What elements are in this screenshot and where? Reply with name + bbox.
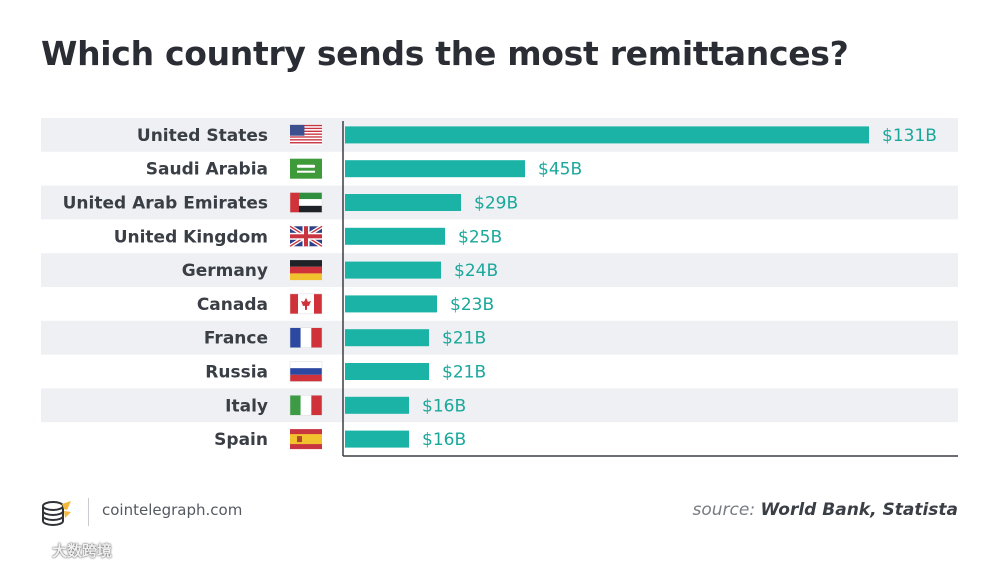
value-label: $45B: [538, 160, 582, 180]
chart-title: Which country sends the most remittances…: [41, 34, 849, 73]
value-label: $21B: [442, 329, 486, 349]
flags: [288, 124, 324, 450]
bar[interactable]: [345, 430, 409, 448]
value-label: $24B: [454, 261, 498, 281]
value-label: $29B: [474, 194, 518, 214]
germany-flag-icon: [290, 260, 322, 281]
footer-separator: [88, 498, 89, 526]
category-label: United Arab Emirates: [63, 194, 268, 214]
bars: [345, 126, 869, 448]
category-label: United States: [137, 126, 268, 146]
bar[interactable]: [345, 363, 429, 380]
value-label: $23B: [450, 295, 494, 315]
us-flag-icon: [290, 124, 322, 145]
category-label: Italy: [225, 396, 268, 416]
value-label: $25B: [458, 227, 502, 247]
bar[interactable]: [345, 227, 445, 245]
value-label: $16B: [422, 430, 466, 450]
source-prefix: source:: [692, 500, 756, 520]
category-label: Canada: [197, 295, 268, 315]
row-stripe: [41, 185, 958, 220]
category-label: France: [204, 329, 268, 349]
source-note: source: World Bank, Statista: [693, 500, 959, 520]
bar[interactable]: [345, 126, 869, 144]
watermark: 大数跨境: [8, 538, 112, 562]
bar[interactable]: [345, 396, 409, 414]
russia-flag-icon: [289, 361, 323, 382]
saudi-arabia-flag-icon: [290, 158, 322, 179]
value-labels: $131B $45B $29B $25B $24B $23B $21B $21B $16B $16…: [422, 126, 937, 450]
row-stripe: [41, 253, 958, 287]
bar[interactable]: [345, 160, 525, 178]
cointelegraph-logo-icon: [40, 498, 74, 532]
row-stripe: [41, 320, 958, 355]
value-label: $131B: [882, 126, 937, 146]
watermark-logo-icon: [8, 538, 48, 562]
bar[interactable]: [345, 194, 461, 211]
bar[interactable]: [345, 295, 437, 313]
canada-flag-icon: [289, 293, 323, 315]
watermark-text: 大数跨境: [52, 541, 113, 560]
uk-flag-icon: [288, 224, 324, 248]
value-label: $21B: [442, 363, 486, 383]
spain-flag-icon: [290, 429, 322, 450]
uae-flag-icon: [289, 192, 323, 213]
source-names: World Bank, Statista: [760, 500, 958, 520]
value-label: $16B: [422, 396, 466, 416]
france-flag-icon: [289, 327, 323, 348]
category-label: United Kingdom: [114, 227, 268, 247]
row-stripes: [41, 118, 958, 423]
category-label: Saudi Arabia: [146, 160, 268, 180]
category-labels: United States Saudi Arabia United Arab Emi…: [63, 126, 268, 450]
category-label: Russia: [205, 363, 268, 383]
category-label: Germany: [182, 261, 268, 281]
bar[interactable]: [345, 329, 429, 347]
row-stripe: [41, 388, 958, 423]
category-label: Spain: [214, 430, 268, 450]
italy-flag-icon: [289, 395, 323, 416]
bar[interactable]: [345, 261, 441, 279]
footer-site-link[interactable]: cointelegraph.com: [102, 501, 243, 519]
